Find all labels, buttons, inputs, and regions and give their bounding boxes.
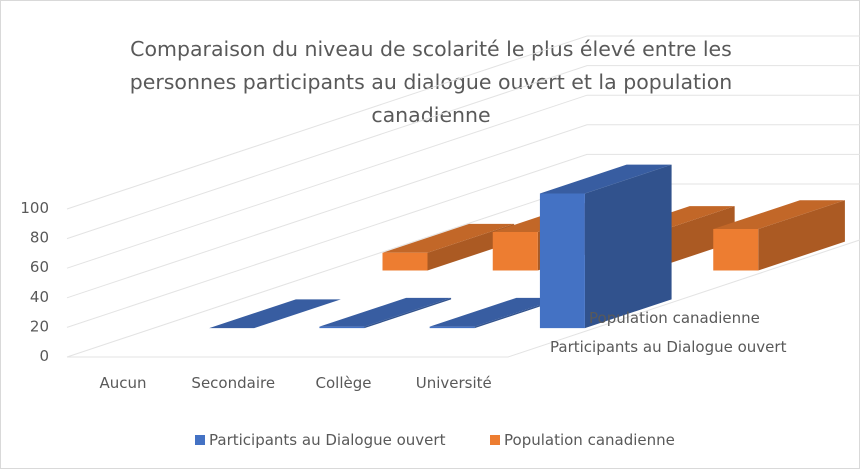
legend-swatch <box>490 435 500 445</box>
depth-label: Participants au Dialogue ouvert <box>550 338 787 356</box>
x-tick-label: Université <box>416 374 492 392</box>
bar-side <box>474 297 562 329</box>
bar-side <box>364 297 452 329</box>
legend-label: Participants au Dialogue ouvert <box>209 431 446 449</box>
bar <box>319 326 365 329</box>
bar-top <box>713 200 845 230</box>
bar-top <box>382 223 515 253</box>
chart-title: Comparaison du niveau de scolarité le pl… <box>129 37 733 127</box>
bar-side <box>584 164 672 329</box>
gridline <box>66 35 860 210</box>
bar-top <box>319 297 452 327</box>
bar-side <box>758 200 845 271</box>
gridline <box>66 153 860 328</box>
y-tick-label: 60 <box>30 258 49 276</box>
bar <box>429 326 475 329</box>
bar-top <box>429 297 562 327</box>
y-tick-label: 100 <box>20 199 49 217</box>
bar-side <box>254 299 341 329</box>
gridline <box>66 65 860 240</box>
bar-side <box>427 223 515 271</box>
bar-top <box>209 299 341 329</box>
legend-swatch <box>195 435 205 445</box>
gridline <box>66 94 860 269</box>
depth-label: Population canadienne <box>589 309 760 327</box>
x-tick-label: Aucun <box>99 374 146 392</box>
y-tick-label: 20 <box>30 317 49 335</box>
floor-edge <box>67 239 860 358</box>
y-tick-label: 40 <box>30 288 49 306</box>
bar <box>382 252 428 271</box>
bar <box>539 193 585 329</box>
x-tick-label: Secondaire <box>191 374 275 392</box>
bar <box>492 232 538 271</box>
gridline <box>66 124 860 299</box>
legend-label: Population canadienne <box>504 431 675 449</box>
y-tick-label: 80 <box>30 229 49 247</box>
y-tick-label: 0 <box>39 347 49 365</box>
x-tick-label: Collège <box>316 374 372 392</box>
bar-top <box>539 164 672 194</box>
bar <box>713 229 759 271</box>
